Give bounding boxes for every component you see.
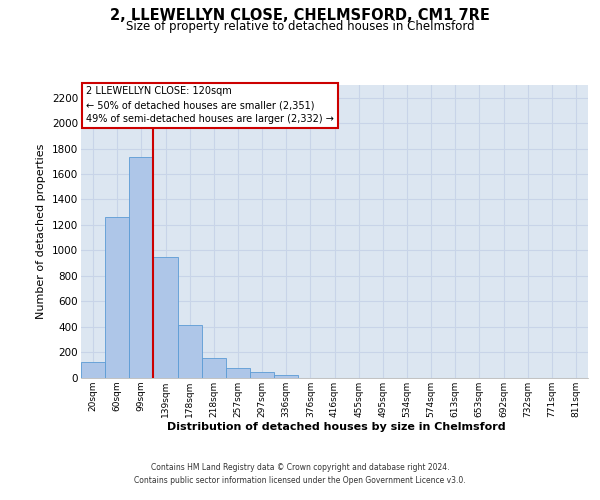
Text: 2, LLEWELLYN CLOSE, CHELMSFORD, CM1 7RE: 2, LLEWELLYN CLOSE, CHELMSFORD, CM1 7RE (110, 8, 490, 22)
Text: 2 LLEWELLYN CLOSE: 120sqm
← 50% of detached houses are smaller (2,351)
49% of se: 2 LLEWELLYN CLOSE: 120sqm ← 50% of detac… (86, 86, 334, 124)
Bar (274, 374, 298, 378)
Bar (105, 218, 129, 378)
Bar (226, 368, 250, 378)
Y-axis label: Number of detached properties: Number of detached properties (37, 144, 46, 319)
Text: Contains HM Land Registry data © Crown copyright and database right 2024.: Contains HM Land Registry data © Crown c… (151, 462, 449, 471)
Text: Contains public sector information licensed under the Open Government Licence v3: Contains public sector information licen… (134, 476, 466, 485)
Text: Distribution of detached houses by size in Chelmsford: Distribution of detached houses by size … (167, 422, 505, 432)
Text: Size of property relative to detached houses in Chelmsford: Size of property relative to detached ho… (125, 20, 475, 33)
Bar (178, 326, 202, 378)
Bar (154, 256, 178, 378)
Bar (250, 372, 274, 378)
Bar (81, 362, 105, 378)
Bar (129, 158, 154, 378)
Bar (202, 358, 226, 378)
